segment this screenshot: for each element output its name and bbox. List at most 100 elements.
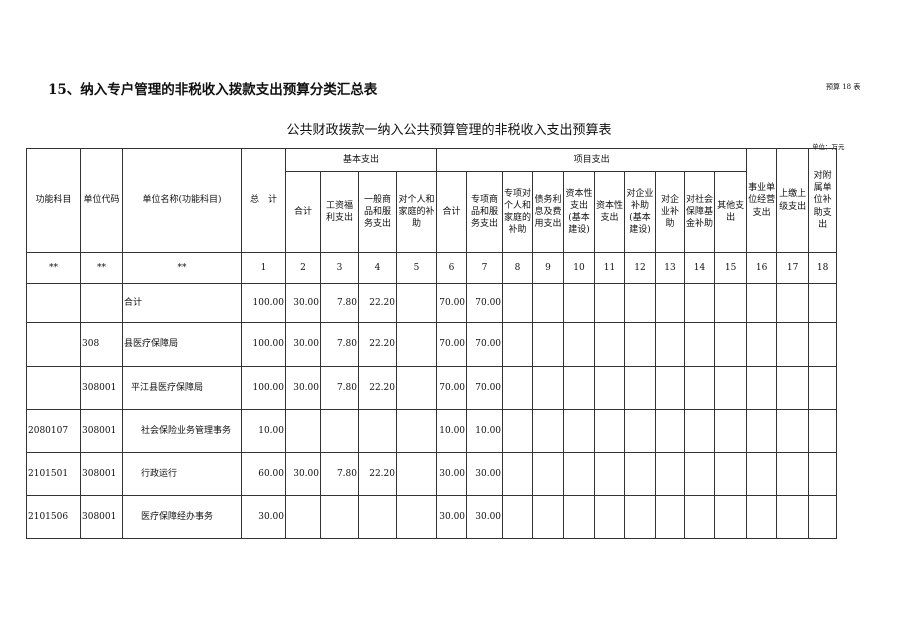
index-cell: 8 [502,252,534,284]
cell-code: 308001 [80,409,123,453]
cell-empty [624,283,657,323]
cell-b-goods [358,409,397,453]
cell-empty [776,283,810,323]
header-tail: 上缴上级支出 [776,148,810,253]
cell-empty [563,366,596,410]
header-func: 功能科目 [26,148,81,253]
cell-code: 308 [80,322,123,367]
cell-code: 308001 [80,495,123,539]
header-row: 合计 工资福利支出 一般商品和服务支出 对个人和家庭的补助 合计 专项商品和服务支出 专项对… [27,171,837,253]
header-project-col: 对企业补助(基本建设) [624,171,657,253]
cell-b-total: 30.00 [285,452,321,496]
header-project-col: 其他支出 [714,171,748,253]
cell-empty [563,283,596,323]
cell-empty [684,283,716,323]
cell-empty [655,495,686,539]
cell-code: 308001 [80,452,123,496]
index-cell: 4 [358,252,397,284]
index-cell: 6 [436,252,468,284]
cell-name: 医疗保障经办事务 [122,495,242,539]
cell-p-goods: 10.00 [466,409,504,453]
cell-empty [655,452,686,496]
cell-name: 合计 [122,283,242,323]
cell-func [26,322,81,367]
cell-p-goods: 70.00 [466,283,504,323]
index-cell: 10 [563,252,596,284]
cell-b-wage: 7.80 [320,283,359,323]
table-subtitle: 公共财政拨款一纳入公共预算管理的非税收入支出预算表 [286,123,612,138]
table-number: 预算 18 表 [826,83,861,91]
cell-empty [395,409,438,453]
cell-empty [776,495,810,539]
cell-name: 县医疗保障局 [122,322,242,367]
cell-empty [502,409,534,453]
cell-b-goods [358,495,397,539]
index-cell: 13 [655,252,686,284]
table-row: 308001 平江县医疗保障局 100.00 30.00 7.80 22.20 70.00 7… [26,366,838,410]
cell-func [26,366,81,410]
budget-table: 功能科目 单位代码 单位名称(功能科目) 总 计 基本支出 项目支出 事业单位经… [26,148,838,539]
cell-empty [714,283,748,323]
cell-empty [502,366,534,410]
cell-empty [532,283,565,323]
cell-empty [684,409,716,453]
cell-p-goods: 70.00 [466,366,504,410]
index-cell: ** [26,252,81,284]
header-row: 功能科目 单位代码 单位名称(功能科目) 总 计 基本支出 项目支出 事业单位经… [26,148,838,253]
header-project-col: 对社会保障基金补助 [684,171,716,253]
header-name: 单位名称(功能科目) [122,148,242,253]
index-cell: 17 [776,252,810,284]
cell-b-goods: 22.20 [358,283,397,323]
index-cell: ** [80,252,123,284]
header-project-col: 合计 [436,171,468,253]
cell-total: 30.00 [241,495,286,539]
index-row: ** ** ** 1 2 3 4 5 6 7 8 9 10 11 12 13 14 15 16 17 18 [26,252,838,284]
cell-code: 308001 [80,366,123,410]
header-project-col: 资本性支出 [594,171,626,253]
cell-total: 100.00 [241,283,286,323]
cell-total: 100.00 [241,322,286,367]
index-cell: 18 [808,252,838,284]
cell-empty [532,409,565,453]
header-code: 单位代码 [80,148,123,253]
header-basic: 基本支出 [284,148,438,172]
cell-func [26,283,81,323]
cell-b-total: 30.00 [285,322,321,367]
cell-empty [395,283,438,323]
cell-empty [502,283,534,323]
table-row: 2101501 308001 行政运行 60.00 30.00 7.80 22.20 30.0… [26,452,838,496]
cell-name: 平江县医疗保障局 [122,366,242,410]
cell-p-total: 70.00 [436,283,468,323]
cell-empty [746,452,778,496]
cell-b-total [285,495,321,539]
cell-p-total: 70.00 [436,322,468,367]
index-cell: 11 [594,252,626,284]
cell-empty [502,322,534,367]
cell-empty [714,452,748,496]
cell-empty [532,495,565,539]
index-cell: 2 [285,252,321,284]
header-tail: 事业单位经营支出 [746,148,778,253]
cell-empty [808,283,838,323]
cell-total: 60.00 [241,452,286,496]
cell-b-wage: 7.80 [320,452,359,496]
header-basic-col: 合计 [285,171,321,253]
cell-empty [808,322,838,367]
cell-b-goods: 22.20 [358,366,397,410]
cell-empty [594,495,626,539]
cell-empty [624,452,657,496]
cell-empty [502,495,534,539]
index-cell: 15 [714,252,748,284]
cell-empty [655,283,686,323]
header-project-col: 债务利息及费用支出 [532,171,565,253]
page-title: 15、纳入专户管理的非税收入拨款支出预算分类汇总表 [48,82,378,98]
cell-empty [746,495,778,539]
cell-b-goods: 22.20 [358,322,397,367]
cell-empty [624,366,657,410]
cell-empty [684,366,716,410]
cell-func: 2101501 [26,452,81,496]
cell-empty [395,495,438,539]
header-total: 总 计 [241,148,286,253]
cell-empty [655,322,686,367]
cell-empty [563,495,596,539]
